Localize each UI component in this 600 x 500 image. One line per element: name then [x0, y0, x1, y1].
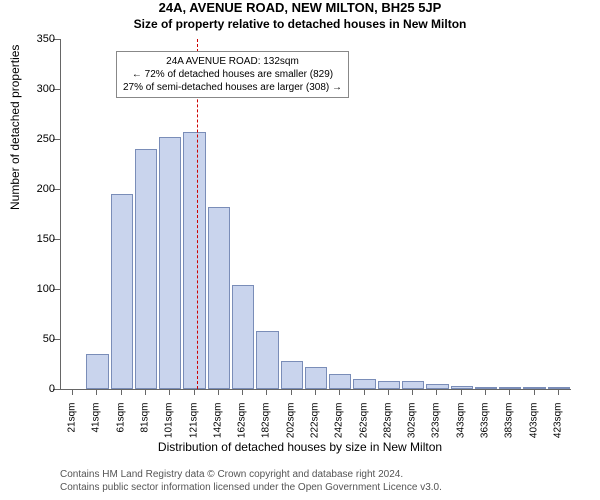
chart-area: 24A AVENUE ROAD: 132sqm← 72% of detached… [60, 39, 570, 419]
footer-line1: Contains HM Land Registry data © Crown c… [60, 468, 442, 481]
x-tick [169, 389, 170, 395]
y-tick-label: 350 [15, 33, 55, 45]
page-title: 24A, AVENUE ROAD, NEW MILTON, BH25 5JP [0, 0, 600, 15]
y-tick-label: 100 [15, 283, 55, 295]
plot-region: 24A AVENUE ROAD: 132sqm← 72% of detached… [60, 39, 571, 390]
histogram-bar [281, 361, 303, 389]
x-tick [412, 389, 413, 395]
histogram-bar [499, 387, 521, 389]
x-tick [291, 389, 292, 395]
x-tick [315, 389, 316, 395]
histogram-bar [451, 386, 473, 389]
histogram-bar [256, 331, 278, 389]
histogram-bar [402, 381, 424, 389]
histogram-bar [353, 379, 375, 389]
x-tick [96, 389, 97, 395]
x-tick [145, 389, 146, 395]
histogram-bar [523, 387, 545, 389]
x-tick [558, 389, 559, 395]
y-tick-label: 50 [15, 333, 55, 345]
histogram-bar [159, 137, 181, 389]
x-tick [485, 389, 486, 395]
histogram-bar [111, 194, 133, 389]
y-tick-label: 300 [15, 83, 55, 95]
y-tick-label: 0 [15, 383, 55, 395]
x-tick [509, 389, 510, 395]
histogram-bar [378, 381, 400, 389]
histogram-bar [548, 387, 570, 389]
annotation-line2: ← 72% of detached houses are smaller (82… [123, 68, 342, 81]
histogram-bar [232, 285, 254, 389]
x-tick [534, 389, 535, 395]
x-tick [388, 389, 389, 395]
annotation-line3: 27% of semi-detached houses are larger (… [123, 81, 342, 94]
y-tick-label: 150 [15, 233, 55, 245]
histogram-bar [426, 384, 448, 389]
y-tick-label: 200 [15, 183, 55, 195]
x-tick [218, 389, 219, 395]
x-tick [339, 389, 340, 395]
histogram-bar [183, 132, 205, 389]
histogram-bar [305, 367, 327, 389]
annotation-line1: 24A AVENUE ROAD: 132sqm [123, 55, 342, 68]
y-tick-label: 250 [15, 133, 55, 145]
x-tick [266, 389, 267, 395]
annotation-box: 24A AVENUE ROAD: 132sqm← 72% of detached… [116, 51, 349, 98]
footer-attribution: Contains HM Land Registry data © Crown c… [60, 468, 442, 494]
histogram-bar [86, 354, 108, 389]
x-tick [436, 389, 437, 395]
x-tick [72, 389, 73, 395]
x-tick [364, 389, 365, 395]
x-tick [242, 389, 243, 395]
histogram-bar [135, 149, 157, 389]
x-axis-label: Distribution of detached houses by size … [0, 440, 600, 454]
footer-line2: Contains public sector information licen… [60, 481, 442, 494]
page-subtitle: Size of property relative to detached ho… [0, 17, 600, 31]
x-tick [121, 389, 122, 395]
x-tick [461, 389, 462, 395]
x-tick [194, 389, 195, 395]
histogram-bar [208, 207, 230, 389]
histogram-bar [329, 374, 351, 389]
